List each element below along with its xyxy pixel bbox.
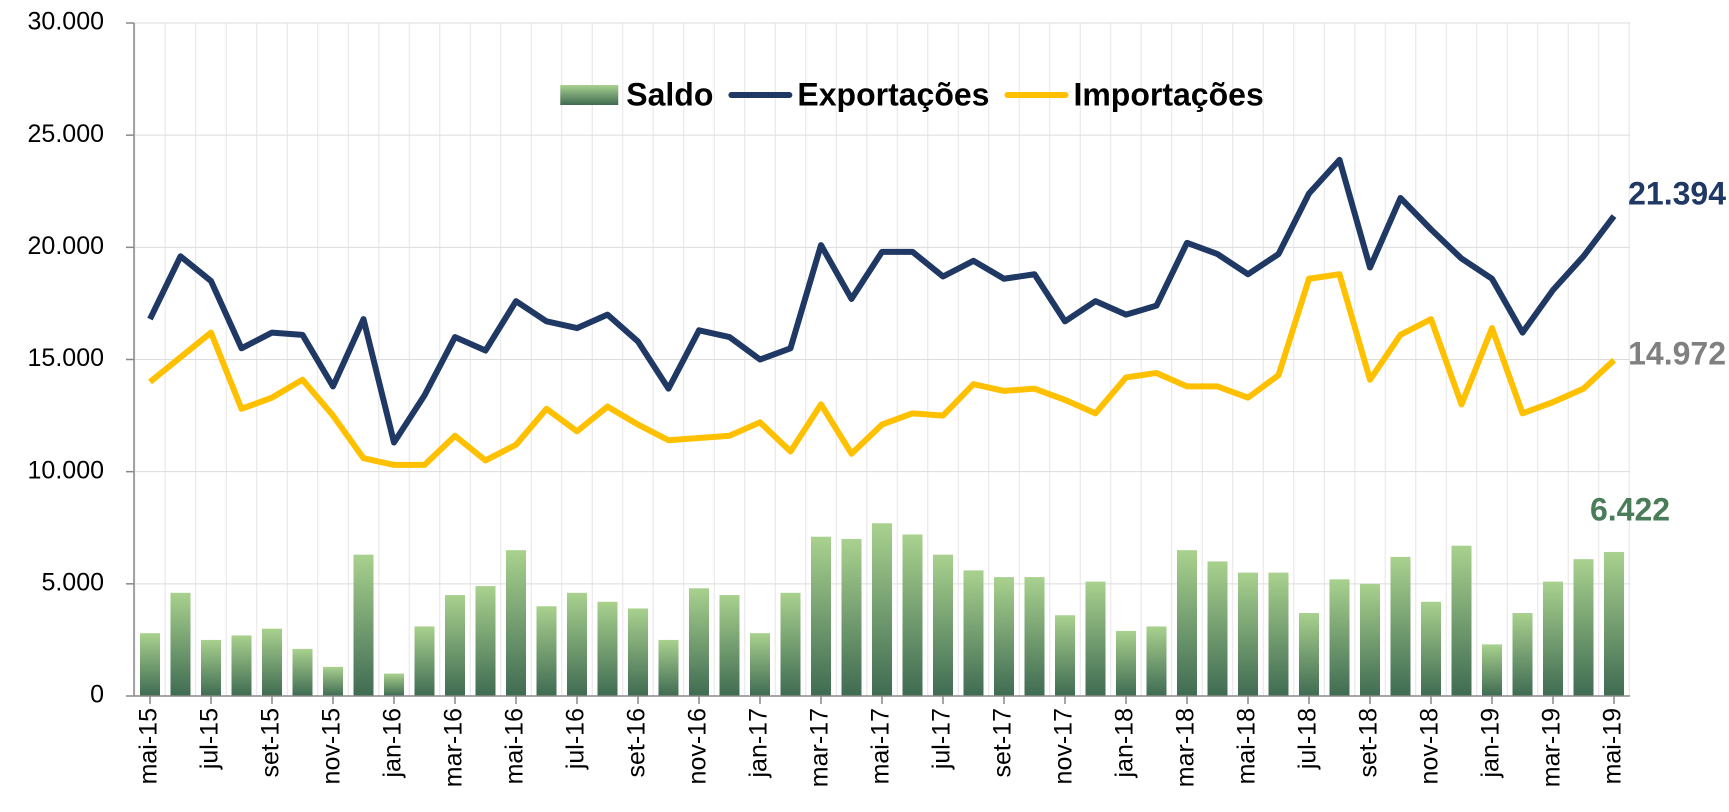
bar bbox=[201, 639, 221, 696]
x-tick-label: jan-18 bbox=[1111, 708, 1139, 779]
bar bbox=[628, 608, 648, 696]
x-tick-label: jul-18 bbox=[1294, 708, 1322, 770]
bar bbox=[689, 588, 709, 696]
x-tick-label: jul-17 bbox=[928, 708, 956, 770]
bar bbox=[1329, 579, 1350, 696]
bar bbox=[872, 523, 892, 696]
bar bbox=[1390, 556, 1411, 696]
bar bbox=[536, 606, 557, 696]
bar bbox=[1085, 581, 1106, 696]
y-tick-label: 10.000 bbox=[28, 456, 104, 484]
bar bbox=[384, 673, 404, 696]
bar bbox=[1207, 561, 1228, 696]
y-tick-label: 30.000 bbox=[28, 8, 104, 36]
bar bbox=[1360, 583, 1380, 696]
bar bbox=[475, 586, 496, 696]
bar bbox=[1116, 630, 1136, 696]
legend-label: Saldo bbox=[626, 76, 713, 112]
line bbox=[148, 271, 1617, 468]
x-tick-label: mai-15 bbox=[135, 708, 163, 784]
legend: Saldo Exportações Importações bbox=[560, 76, 1264, 112]
bar bbox=[658, 639, 679, 696]
bar bbox=[262, 628, 282, 696]
x-tick-label: set-18 bbox=[1355, 708, 1383, 777]
bar bbox=[1604, 551, 1624, 696]
legend-label: Exportações bbox=[797, 76, 989, 112]
bar bbox=[719, 595, 740, 696]
bar bbox=[933, 554, 953, 696]
bar bbox=[1573, 559, 1594, 696]
bar bbox=[140, 633, 160, 696]
x-tick-label: set-17 bbox=[989, 708, 1017, 777]
bar bbox=[994, 577, 1014, 696]
bar bbox=[1512, 612, 1533, 696]
x-tick-label: jan-19 bbox=[1477, 708, 1505, 779]
bar bbox=[567, 592, 587, 696]
bar bbox=[231, 635, 252, 696]
x-tick-label: mar-19 bbox=[1538, 708, 1566, 787]
bar bbox=[902, 534, 923, 696]
x-tick-label: nov-18 bbox=[1416, 708, 1444, 784]
y-tick-label: 0 bbox=[90, 681, 104, 709]
x-tick-label: mai-18 bbox=[1233, 708, 1261, 784]
y-tick-label: 25.000 bbox=[28, 120, 104, 148]
x-tick-label: set-15 bbox=[257, 708, 285, 777]
y-tick-label: 5.000 bbox=[41, 568, 104, 596]
legend-swatch bbox=[560, 85, 619, 105]
y-tick-label: 15.000 bbox=[28, 344, 104, 372]
bar bbox=[445, 595, 465, 696]
x-tick-label: jan-17 bbox=[745, 708, 773, 779]
x-tick-label: jan-16 bbox=[379, 708, 407, 779]
x-tick-label: mar-17 bbox=[806, 708, 834, 787]
bar bbox=[1177, 550, 1197, 696]
value-label: 21.394 bbox=[1628, 176, 1726, 212]
bar bbox=[1543, 581, 1563, 696]
bar bbox=[750, 633, 770, 696]
x-tick-label: nov-16 bbox=[684, 708, 712, 784]
bar bbox=[1055, 615, 1075, 696]
x-tick-label: nov-17 bbox=[1050, 708, 1078, 784]
bar bbox=[780, 592, 801, 696]
bar bbox=[841, 538, 862, 696]
bar bbox=[1238, 572, 1258, 696]
x-tick-label: nov-15 bbox=[318, 708, 346, 784]
x-tick-label: jul-15 bbox=[196, 708, 224, 770]
bar bbox=[1024, 577, 1045, 696]
x-tick-label: jul-16 bbox=[562, 708, 590, 770]
bar bbox=[170, 592, 191, 696]
line bbox=[147, 156, 1617, 446]
bar bbox=[1482, 644, 1502, 696]
legend-label: Importações bbox=[1073, 76, 1263, 112]
bar bbox=[323, 666, 343, 696]
x-tick-label: mai-16 bbox=[501, 708, 529, 784]
x-tick-label: mai-19 bbox=[1599, 708, 1627, 784]
x-tick-label: set-16 bbox=[623, 708, 651, 777]
bar bbox=[811, 536, 831, 696]
bar bbox=[353, 554, 374, 696]
bar bbox=[1451, 545, 1472, 696]
bar bbox=[1268, 572, 1289, 696]
bar bbox=[414, 626, 435, 696]
bar bbox=[1299, 612, 1319, 696]
x-tick-label: mai-17 bbox=[867, 708, 895, 784]
bar bbox=[1421, 601, 1441, 696]
y-tick-label: 20.000 bbox=[28, 232, 104, 260]
value-label: 14.972 bbox=[1628, 336, 1726, 372]
bar bbox=[1146, 626, 1167, 696]
bar bbox=[963, 570, 984, 696]
x-tick-label: mar-16 bbox=[440, 708, 468, 787]
value-label: 6.422 bbox=[1590, 491, 1670, 527]
bar bbox=[597, 601, 618, 696]
bar bbox=[506, 550, 526, 696]
bar bbox=[292, 648, 313, 696]
x-tick-label: mar-18 bbox=[1172, 708, 1200, 787]
